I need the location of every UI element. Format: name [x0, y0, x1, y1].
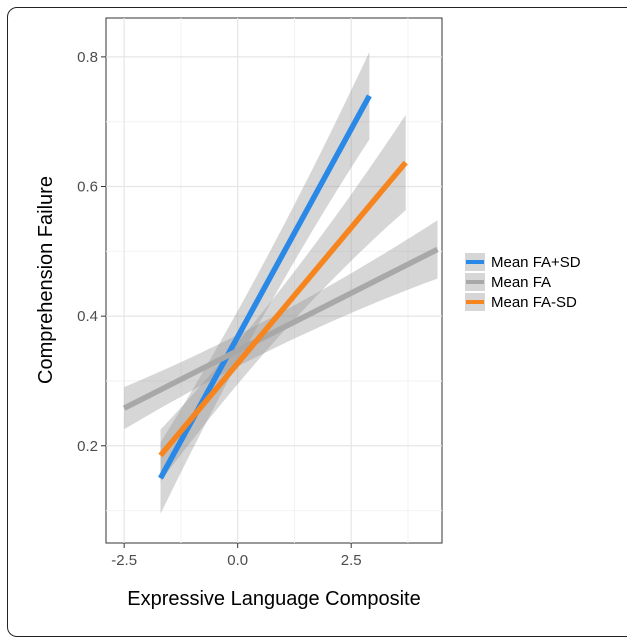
legend: Mean FA+SD Mean FA Mean FA-SD [465, 253, 581, 311]
y-axis-title: Comprehension Failure [35, 176, 57, 384]
chart: -2.5 0.0 2.5 0.2 0.4 0.6 0.8 Expressive Langu… [35, 17, 581, 610]
y-tick-label: 0.2 [77, 438, 98, 455]
series-line-mean-fa [122, 246, 439, 411]
x-tick-label: 0.0 [227, 552, 248, 569]
legend-label: Mean FA+SD [491, 254, 581, 271]
legend-label: Mean FA-SD [491, 294, 577, 311]
y-tick-label: 0.8 [77, 49, 98, 66]
y-tick-label: 0.6 [77, 179, 98, 196]
legend-label: Mean FA [491, 274, 551, 291]
series-lines [122, 94, 439, 480]
x-axis-title: Expressive Language Composite [127, 588, 421, 610]
series-line-mean-fa-sd [158, 160, 408, 458]
y-axis: 0.2 0.4 0.6 0.8 [77, 49, 106, 455]
confidence-band-mean-fa [124, 220, 438, 430]
y-tick-label: 0.4 [77, 308, 98, 325]
x-tick-label: -2.5 [111, 552, 137, 569]
confidence-band-mean-fa-sd [160, 114, 406, 482]
x-tick-label: 2.5 [341, 552, 362, 569]
grid [106, 18, 442, 543]
x-axis: -2.5 0.0 2.5 [111, 543, 362, 569]
